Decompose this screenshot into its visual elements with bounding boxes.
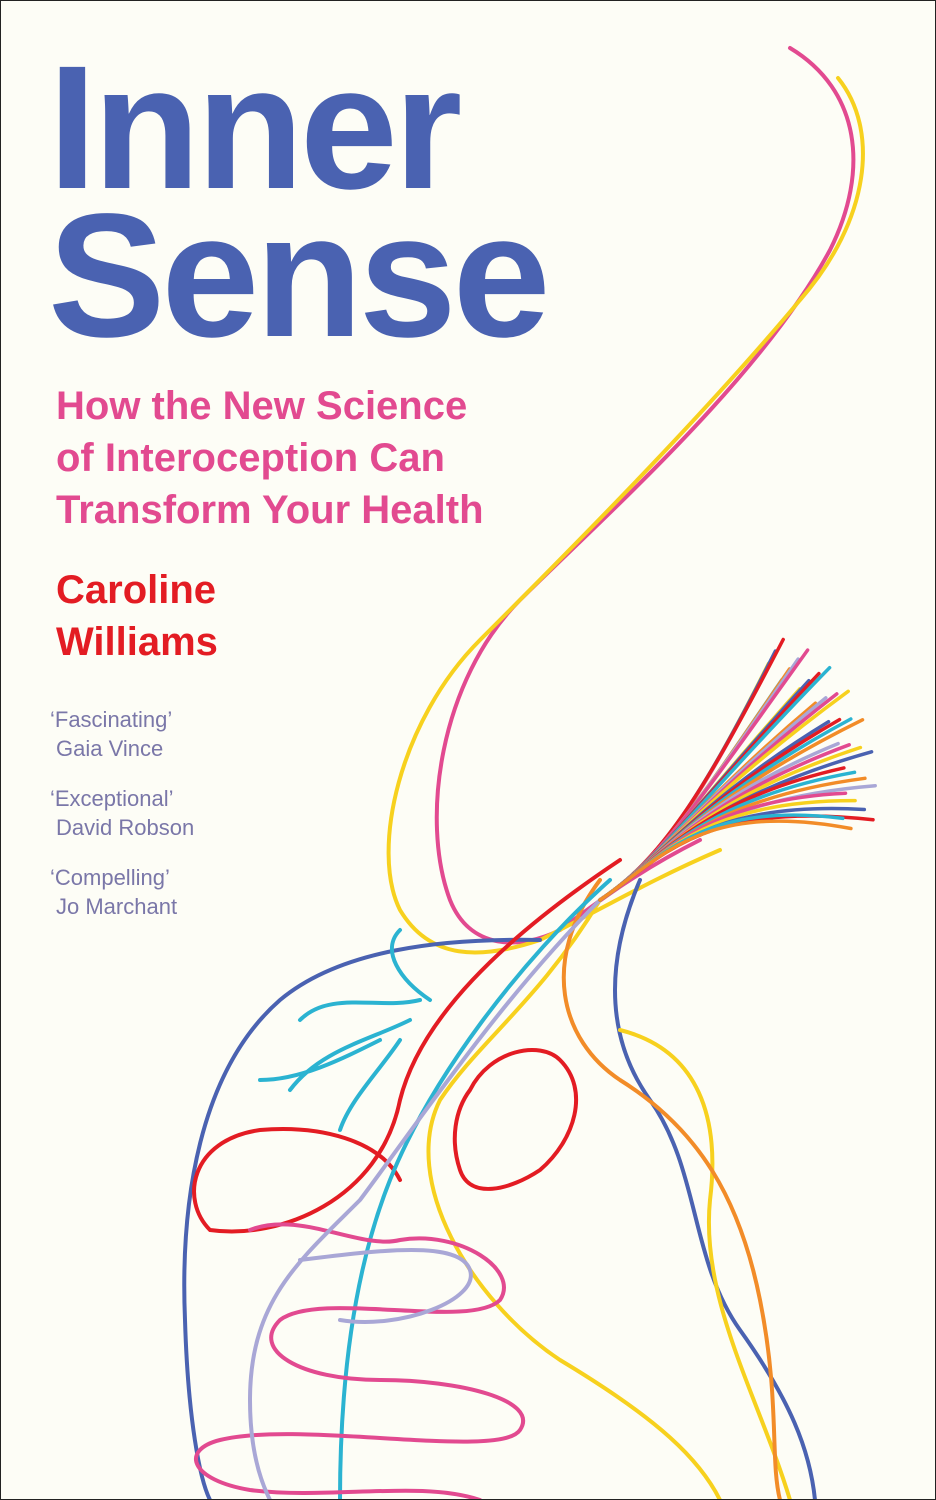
lung-tree bbox=[258, 928, 432, 1132]
endorsement-author: Jo Marchant bbox=[56, 894, 178, 919]
endorsement: ‘Compelling’ Jo Marchant bbox=[50, 863, 194, 921]
endorsement-quote: ‘Exceptional’ bbox=[50, 786, 174, 811]
yellow-loop bbox=[618, 1028, 792, 1500]
body-outline bbox=[182, 937, 542, 1500]
endorsement: ‘Fascinating’ Gaia Vince bbox=[50, 705, 194, 763]
yellow-nerve-2 bbox=[426, 898, 722, 1500]
endorsement: ‘Exceptional’ David Robson bbox=[50, 784, 194, 842]
nerve-fan-line bbox=[598, 819, 853, 902]
endorsements: ‘Fascinating’ Gaia Vince ‘Exceptional’ D… bbox=[50, 705, 194, 942]
heart bbox=[452, 1048, 578, 1191]
nerve-fan-line bbox=[598, 665, 832, 902]
subtitle-line: of Interoception Can bbox=[56, 436, 445, 480]
endorsement-author: David Robson bbox=[56, 815, 195, 840]
blue-nerve bbox=[613, 878, 817, 1500]
subtitle: How the New Science of Interoception Can… bbox=[56, 380, 484, 536]
subtitle-line: How the New Science bbox=[56, 384, 468, 428]
nerve-fan bbox=[598, 637, 877, 902]
author-last-name: Williams bbox=[56, 620, 218, 664]
orange-nerve bbox=[561, 878, 782, 1500]
red-nerve bbox=[192, 858, 622, 1234]
endorsement-quote: ‘Compelling’ bbox=[50, 865, 170, 890]
title-line-1: Inner bbox=[48, 30, 462, 226]
endorsement-author: Gaia Vince bbox=[56, 736, 164, 761]
intestine-lilac bbox=[247, 898, 602, 1500]
title-line-2: Sense bbox=[48, 178, 551, 374]
subtitle-line: Transform Your Health bbox=[56, 488, 484, 532]
author-first-name: Caroline bbox=[56, 568, 217, 612]
intestine-pink bbox=[194, 1222, 525, 1500]
cyan-nerve bbox=[338, 878, 612, 1500]
endorsement-quote: ‘Fascinating’ bbox=[50, 707, 173, 732]
author-name: Caroline Williams bbox=[56, 564, 218, 668]
